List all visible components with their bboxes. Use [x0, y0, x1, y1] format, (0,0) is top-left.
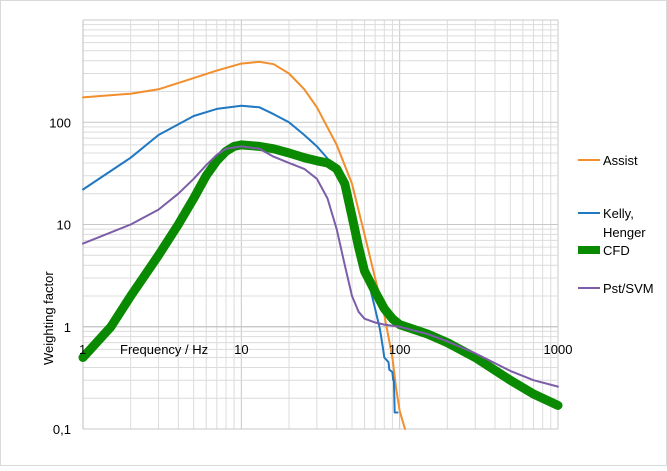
x-tick-label: 1000: [544, 342, 573, 357]
tick-labels: 1 10 100 1000 0,1 1 10 100: [49, 115, 572, 437]
legend: Assist Kelly, Henger CFD Pst/SVM: [578, 153, 654, 296]
x-tick-label: 10: [234, 342, 248, 357]
x-tick-label: 100: [389, 342, 411, 357]
y-tick-label: 10: [57, 218, 71, 233]
legend-label-pst-svm: Pst/SVM: [603, 281, 654, 296]
grid: [82, 19, 559, 430]
legend-label-cfd: CFD: [603, 243, 630, 258]
x-axis-label: Frequency / Hz: [120, 342, 208, 357]
series-line-assist: [82, 60, 406, 430]
y-tick-label: 0,1: [53, 422, 71, 437]
legend-label-assist: Assist: [603, 153, 638, 168]
y-tick-label: 100: [49, 115, 71, 130]
y-axis-label: Weighting factor: [41, 271, 56, 365]
series-lines: [78, 60, 563, 430]
y-tick-label: 1: [64, 320, 71, 335]
x-tick-label: 1: [79, 342, 86, 357]
series-line-pst-svm: [82, 145, 559, 388]
legend-label-kelly-henger: Kelly, Henger: [603, 206, 646, 240]
